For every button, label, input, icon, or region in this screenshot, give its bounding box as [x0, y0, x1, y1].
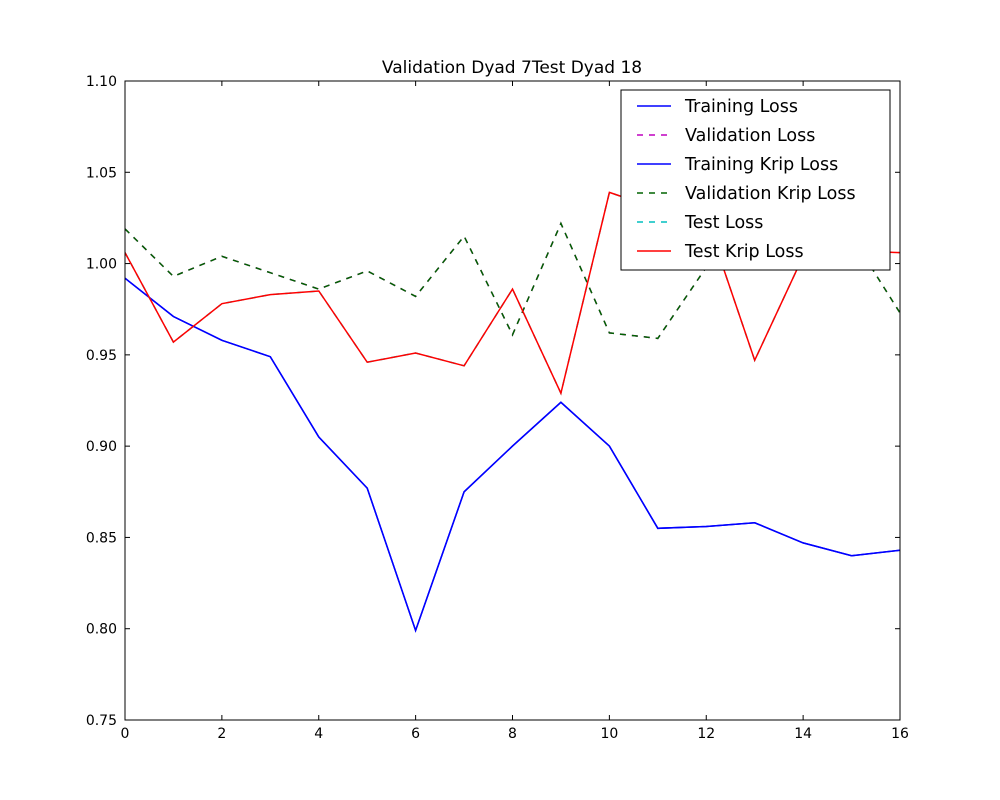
series-line-training-krip-loss [125, 278, 900, 630]
legend-label: Validation Loss [685, 126, 815, 146]
y-tick-label: 0.85 [86, 530, 117, 546]
x-tick-label: 16 [891, 726, 909, 742]
legend-label: Validation Krip Loss [685, 184, 856, 204]
x-tick-label: 0 [121, 726, 130, 742]
x-tick-label: 4 [314, 726, 323, 742]
chart-title: Validation Dyad 7 Test Dyad 18 [382, 58, 642, 78]
y-tick-label: 0.90 [86, 439, 117, 455]
y-tick-label: 1.00 [86, 257, 117, 273]
x-tick-label: 2 [217, 726, 226, 742]
legend: Training Loss Validation Loss Training Kri… [621, 90, 890, 270]
y-tick-label: 0.75 [86, 713, 117, 729]
y-tick-label: 0.95 [86, 348, 117, 364]
legend-label: Training Loss [684, 97, 798, 117]
legend-label: Test Krip Loss [684, 242, 804, 262]
y-tick-label: 1.10 [86, 74, 117, 90]
x-tick-label: 6 [411, 726, 420, 742]
legend-label: Training Krip Loss [684, 155, 838, 175]
x-tick-label: 8 [508, 726, 517, 742]
series-line-training-loss [125, 278, 900, 630]
x-tick-label: 10 [600, 726, 618, 742]
y-tick-label: 1.05 [86, 165, 117, 181]
x-tick-label: 12 [697, 726, 715, 742]
x-tick-label: 14 [794, 726, 812, 742]
y-tick-label: 0.80 [86, 622, 117, 638]
legend-label: Test Loss [684, 213, 763, 233]
